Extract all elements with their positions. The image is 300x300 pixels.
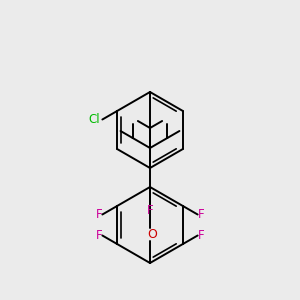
- Text: F: F: [96, 208, 102, 221]
- Text: O: O: [147, 229, 157, 242]
- Text: F: F: [147, 204, 153, 217]
- Text: Cl: Cl: [89, 113, 100, 126]
- Text: F: F: [198, 208, 204, 221]
- Text: F: F: [96, 229, 102, 242]
- Text: F: F: [198, 229, 204, 242]
